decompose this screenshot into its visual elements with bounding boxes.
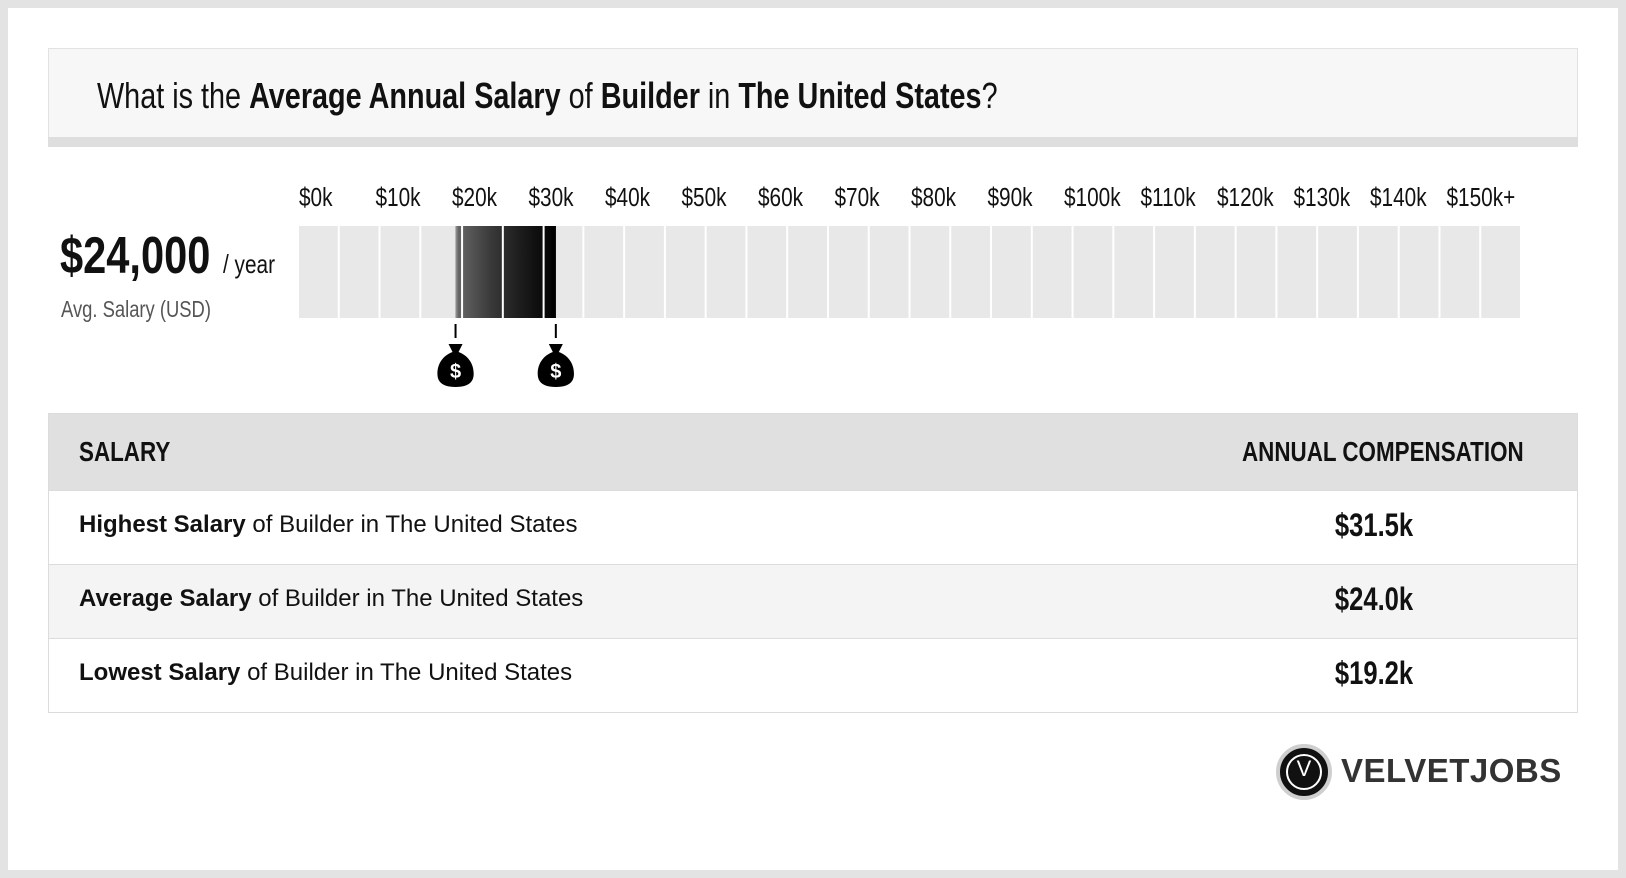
row-label: Lowest Salary of Builder in The United S… — [79, 659, 573, 686]
chart-track-segment — [1481, 226, 1520, 318]
chart-track-segment — [1277, 226, 1317, 318]
chart-range-divider — [461, 226, 464, 318]
chart-track-segment — [1399, 226, 1439, 318]
chart-high-edge — [551, 226, 556, 318]
chart-tick-label: $80k — [911, 183, 956, 212]
chart-track-segment — [339, 226, 379, 318]
svg-text:$: $ — [450, 361, 461, 383]
chart-track-segment — [1440, 226, 1480, 318]
chart-track-segment — [951, 226, 991, 318]
chart-track-segment — [299, 226, 338, 318]
chart-tick-label: $60k — [758, 183, 803, 212]
chart-tick-label: $70k — [835, 183, 880, 212]
chart-track-segment — [380, 226, 420, 318]
page-title: What is the Average Annual Salary of Bui… — [97, 75, 998, 116]
chart-track-segment — [1318, 226, 1357, 318]
chart-track-segment — [1195, 226, 1235, 318]
chart-tick-label: $10k — [376, 183, 421, 212]
chart-track-segment — [1236, 226, 1276, 318]
title-underline — [48, 137, 1578, 147]
header-annual-compensation: ANNUAL COMPENSATION — [1242, 436, 1524, 467]
chart-track-segment — [788, 226, 827, 318]
average-salary-value: $24,000 — [60, 227, 211, 285]
chart-salary-range-bar — [455, 226, 556, 318]
chart-track-segment — [665, 226, 705, 318]
chart-tick-label: $40k — [605, 183, 650, 212]
chart-track-segment — [1155, 226, 1194, 318]
logo-badge-icon: V — [1276, 744, 1332, 800]
header-salary: SALARY — [79, 436, 171, 467]
svg-text:$: $ — [550, 361, 561, 383]
salary-card: What is the Average Annual Salary of Bui… — [8, 8, 1618, 870]
chart-tick-label: $100k — [1064, 183, 1121, 212]
chart-track-segment — [992, 226, 1031, 318]
chart-tick-label: $20k — [452, 183, 497, 212]
table-row: Lowest Salary of Builder in The United S… — [49, 638, 1577, 712]
chart-track-segment — [1358, 226, 1398, 318]
title-banner: What is the Average Annual Salary of Bui… — [48, 48, 1578, 137]
table-row: Highest Salary of Builder in The United … — [49, 490, 1577, 564]
row-label: Highest Salary of Builder in The United … — [79, 511, 578, 538]
row-label: Average Salary of Builder in The United … — [79, 585, 584, 612]
chart-tick-label: $150k+ — [1447, 183, 1516, 212]
table-header: SALARY ANNUAL COMPENSATION — [49, 414, 1577, 490]
chart-track-segment — [1073, 226, 1113, 318]
chart-tick-label: $130k — [1294, 183, 1351, 212]
chart-track-segment — [828, 226, 868, 318]
row-value: $31.5k — [1334, 507, 1414, 543]
chart-tick-label: $110k — [1141, 183, 1196, 212]
chart-track-segment — [1032, 226, 1072, 318]
chart-low-edge — [455, 226, 458, 318]
velvetjobs-logo[interactable]: V VELVETJOBS — [1276, 744, 1596, 800]
salary-range-chart: $0k $10k $20k $30k $40k $50k $60k $70k $80k $90k $… — [299, 183, 1520, 387]
chart-track-segment — [421, 226, 461, 318]
chart-track-segment — [869, 226, 909, 318]
average-salary-label: Avg. Salary (USD) — [61, 296, 211, 322]
salary-table: SALARY ANNUAL COMPENSATION Highest Salar… — [48, 413, 1578, 713]
chart-range-divider — [542, 226, 545, 318]
chart-track-segment — [1114, 226, 1154, 318]
chart-tick-label: $0k — [299, 183, 333, 212]
row-value: $19.2k — [1334, 655, 1414, 691]
chart-tick-label: $30k — [529, 183, 574, 212]
table-row: Average Salary of Builder in The United … — [49, 564, 1577, 638]
money-bag-icon: $ — [437, 344, 474, 387]
chart-tick-label: $120k — [1217, 183, 1274, 212]
chart-tick-label: $90k — [988, 183, 1033, 212]
chart-track-segment — [706, 226, 746, 318]
row-value: $24.0k — [1334, 581, 1414, 617]
chart-tick-label: $50k — [682, 183, 727, 212]
average-salary-unit: / year — [223, 249, 276, 279]
money-bag-icon: $ — [537, 344, 574, 387]
chart-tick-label: $140k — [1370, 183, 1427, 212]
chart-track-segment — [747, 226, 787, 318]
chart-range-divider — [501, 226, 504, 318]
chart-track-segment — [584, 226, 624, 318]
chart-track-segment — [910, 226, 950, 318]
chart-track-segment — [625, 226, 664, 318]
logo-wordmark: VELVETJOBS — [1341, 752, 1562, 789]
